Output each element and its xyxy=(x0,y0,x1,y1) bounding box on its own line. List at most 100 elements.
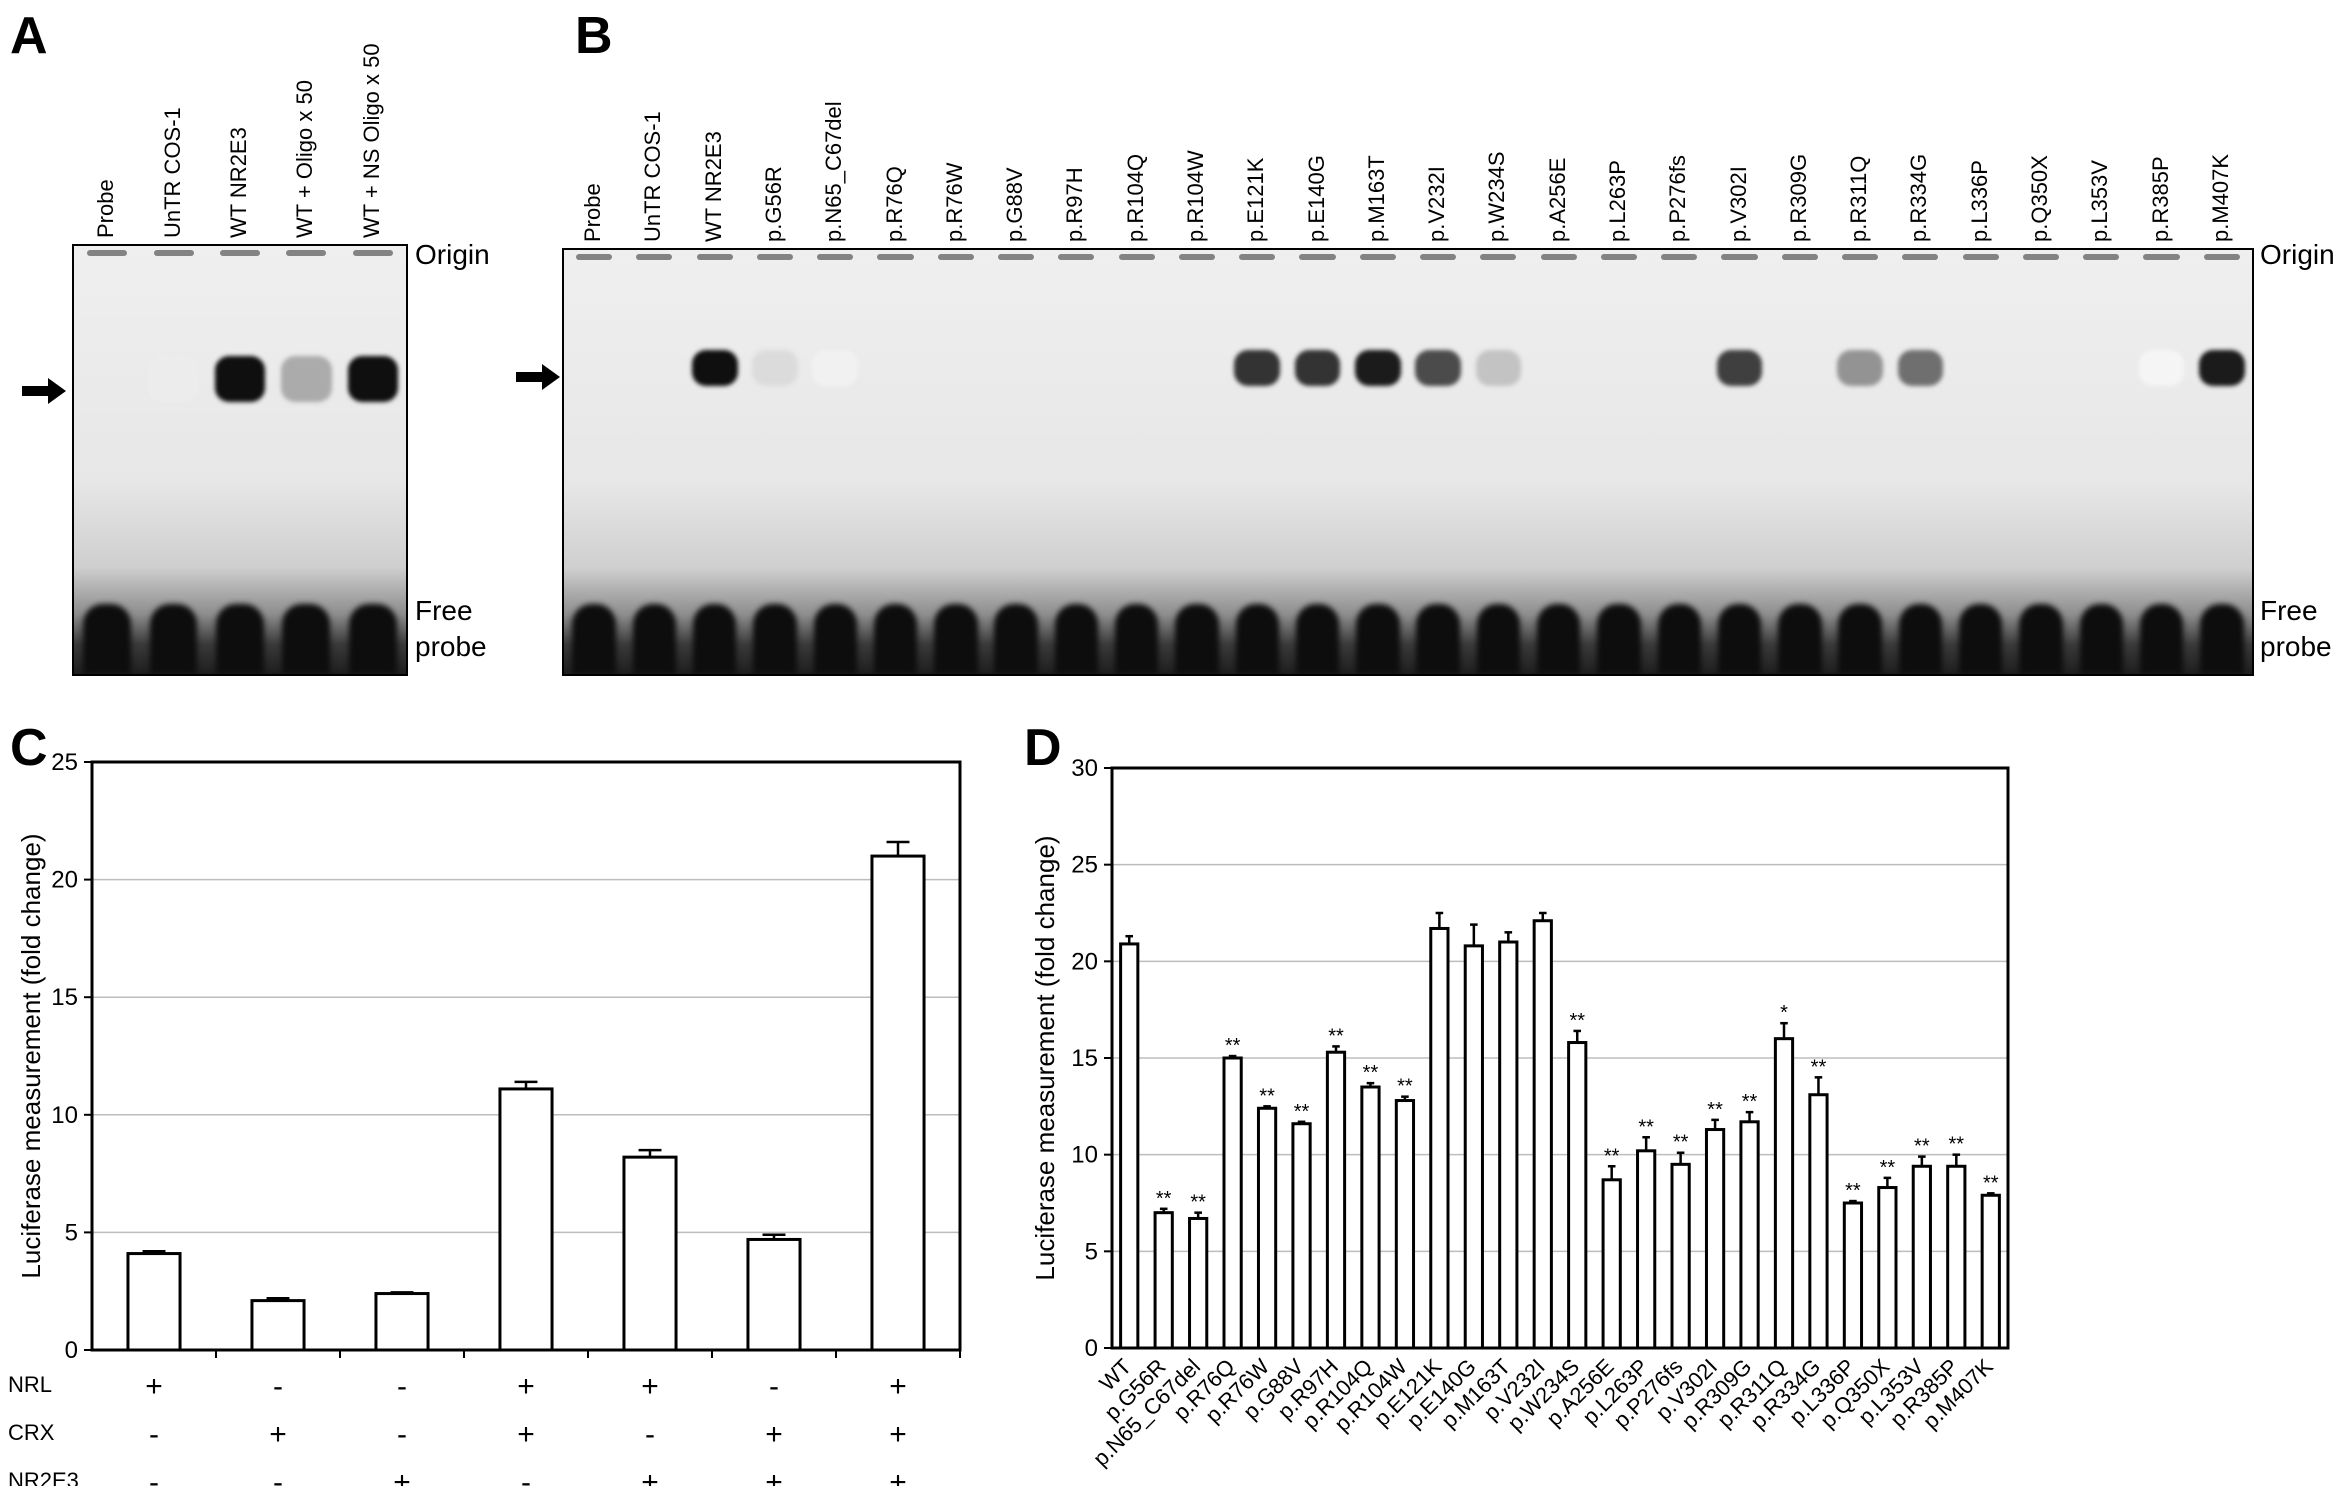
gel-well xyxy=(1480,254,1517,260)
free-probe-band xyxy=(216,604,264,674)
condition-mark: - xyxy=(769,1370,779,1403)
lane-label: p.W234S xyxy=(1484,151,1510,243)
significance-label: ** xyxy=(1638,1116,1654,1138)
y-tick-label: 0 xyxy=(65,1337,78,1364)
condition-row-label: NR2E3 xyxy=(8,1468,79,1486)
bar xyxy=(746,1237,802,1352)
lane-label: p.G88V xyxy=(1002,167,1028,242)
condition-mark: + xyxy=(145,1370,163,1403)
condition-row-label: CRX xyxy=(8,1420,55,1445)
gel-a-arrow-icon xyxy=(22,378,66,404)
gel-a-free-label: Free xyxy=(415,595,473,626)
lane-label: p.Q350X xyxy=(2027,155,2052,242)
gel-b-origin-label: Origin xyxy=(2260,239,2335,270)
lane-label: p.M407K xyxy=(2207,153,2233,242)
free-probe-band xyxy=(873,604,918,674)
free-probe-band xyxy=(1235,604,1279,674)
free-probe-band xyxy=(1295,604,1340,674)
free-probe-band xyxy=(1657,604,1701,674)
condition-mark: - xyxy=(149,1418,159,1451)
gel-well xyxy=(1842,254,1879,260)
y-tick-label: 25 xyxy=(51,749,78,776)
lane-label: p.R385P xyxy=(2147,156,2173,242)
free-probe-band xyxy=(813,604,857,674)
free-probe-band xyxy=(83,604,132,674)
y-tick-label: 15 xyxy=(1071,1045,1098,1072)
condition-mark: + xyxy=(517,1418,535,1451)
y-axis-label: Luciferase measurement (fold change) xyxy=(16,833,46,1278)
gel-well xyxy=(817,254,854,260)
bar xyxy=(250,1299,306,1352)
condition-mark: + xyxy=(517,1370,535,1403)
plot-frame xyxy=(1110,766,2010,1350)
gel-well xyxy=(877,254,914,260)
bar xyxy=(1980,1193,2001,1350)
significance-label: ** xyxy=(1914,1136,1930,1158)
gel-well xyxy=(1299,254,1336,260)
bar xyxy=(622,1155,678,1352)
gel-band xyxy=(752,350,798,386)
significance-label: ** xyxy=(1707,1099,1723,1121)
bar xyxy=(1911,1164,1932,1350)
condition-mark: + xyxy=(641,1466,659,1486)
gel-well xyxy=(636,254,673,260)
lane-label: p.V232I xyxy=(1424,166,1450,242)
gel-well xyxy=(2203,254,2240,260)
gel-well xyxy=(1058,254,1095,260)
bar xyxy=(1670,1162,1691,1350)
condition-mark: - xyxy=(397,1370,407,1403)
chart-d: 0 5 10 15 20 25 30 Luciferase measurement (fold… xyxy=(1030,755,2010,1471)
gel-band xyxy=(1294,350,1341,386)
free-probe-band xyxy=(282,604,331,674)
gel-well xyxy=(352,250,393,256)
gel-band xyxy=(1415,350,1462,386)
lane-label: p.R334G xyxy=(1906,153,1932,242)
bar xyxy=(1360,1085,1381,1350)
free-probe-band xyxy=(149,604,198,674)
free-probe-band xyxy=(2200,604,2244,674)
bar xyxy=(1946,1164,1967,1350)
bar xyxy=(1704,1128,1726,1350)
gel-band xyxy=(1837,350,1884,386)
significance-label: ** xyxy=(1294,1101,1310,1123)
gel-band xyxy=(691,350,738,386)
free-probe-band xyxy=(753,604,797,674)
y-tick-label: 5 xyxy=(1085,1238,1098,1265)
condition-mark: - xyxy=(521,1466,531,1486)
free-probe-band xyxy=(1597,604,1641,674)
bar xyxy=(1773,1037,1795,1350)
gel-well xyxy=(1661,254,1698,260)
condition-mark: + xyxy=(889,1418,907,1451)
gel-well xyxy=(696,254,733,260)
lane-label: p.A256E xyxy=(1544,157,1570,242)
free-probe-band xyxy=(2139,604,2184,674)
bar xyxy=(1808,1093,1829,1350)
free-probe-band xyxy=(1115,604,1159,674)
bar xyxy=(1153,1211,1174,1350)
bar xyxy=(870,854,926,1352)
condition-mark: + xyxy=(393,1466,411,1486)
bar xyxy=(1877,1186,1898,1350)
condition-mark: + xyxy=(641,1370,659,1403)
gel-a-probe-label: probe xyxy=(415,631,487,662)
lane-label: UnTR COS-1 xyxy=(159,107,185,238)
gel-well xyxy=(1359,254,1396,260)
gel-b-free-label: Free xyxy=(2260,595,2318,626)
gel-well xyxy=(1239,254,1276,260)
significance-label: ** xyxy=(1880,1157,1896,1179)
gel-well xyxy=(756,254,794,260)
y-tick-label: 20 xyxy=(1071,948,1098,975)
free-probe-band xyxy=(994,604,1038,674)
bar xyxy=(1291,1122,1312,1350)
lane-label: p.L263P xyxy=(1605,160,1630,242)
bar xyxy=(1498,940,1519,1350)
gel-well xyxy=(1781,254,1818,260)
gel-band xyxy=(347,356,399,402)
gel-band xyxy=(2138,350,2185,386)
lane-label: p.V302I xyxy=(1725,166,1751,242)
free-probe-band xyxy=(572,604,616,674)
y-tick-label: 20 xyxy=(51,867,78,894)
gel-band xyxy=(214,356,266,402)
gel-well xyxy=(1178,254,1216,260)
lane-label: p.E121K xyxy=(1243,157,1269,242)
